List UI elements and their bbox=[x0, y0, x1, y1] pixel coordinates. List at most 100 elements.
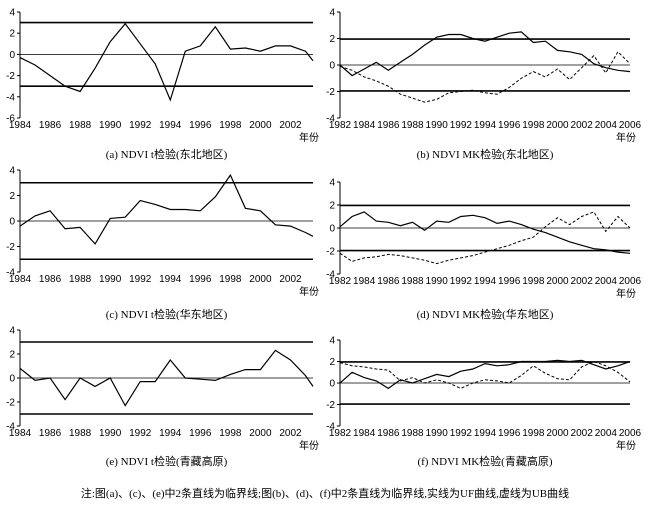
x-tick-label: 2000 bbox=[546, 276, 569, 287]
x-tick-label: 1986 bbox=[377, 276, 400, 287]
x-tick-label: 1992 bbox=[129, 120, 152, 131]
chart-caption: (a) NDVI t检验(东北地区) bbox=[106, 147, 228, 161]
x-tick-label: 1990 bbox=[426, 120, 449, 131]
chart-panel-5: -4 -2 0 2 4 1984 1986 1988 1990 1992 1994 1996 1998 2… bbox=[6, 326, 319, 469]
series-line-uf bbox=[19, 173, 314, 245]
x-tick-label: 1998 bbox=[522, 428, 545, 439]
x-tick-label: 1994 bbox=[159, 120, 182, 131]
y-tick-label: -2 bbox=[6, 242, 15, 253]
x-tick-label: 1982 bbox=[329, 428, 352, 439]
y-tick-label: 4 bbox=[329, 336, 335, 347]
x-tick-label: 1996 bbox=[498, 428, 521, 439]
x-tick-label: 1994 bbox=[474, 276, 497, 287]
series-line-ub bbox=[339, 50, 631, 103]
y-tick-label: -4 bbox=[326, 114, 335, 125]
x-tick-label: 1984 bbox=[353, 120, 376, 131]
y-tick-label: 0 bbox=[9, 217, 15, 228]
x-tick-label: 2002 bbox=[279, 120, 302, 131]
series-line-uf bbox=[19, 349, 314, 407]
y-tick-label: 2 bbox=[9, 350, 15, 361]
series-line-ub bbox=[339, 360, 631, 389]
y-tick-label: 0 bbox=[329, 224, 335, 235]
x-tick-label: 1988 bbox=[69, 120, 92, 131]
x-tick-label: 1992 bbox=[129, 428, 152, 439]
x-tick-label: 2004 bbox=[595, 120, 618, 131]
y-tick-label: -4 bbox=[6, 92, 15, 103]
y-tick-label: 2 bbox=[9, 191, 15, 202]
x-tick-label: 1982 bbox=[329, 120, 352, 131]
y-tick-label: -4 bbox=[6, 268, 15, 279]
x-tick-label: 1998 bbox=[219, 120, 242, 131]
x-tick-label: 1990 bbox=[426, 428, 449, 439]
x-tick-label: 1986 bbox=[39, 120, 62, 131]
x-tick-label: 1990 bbox=[99, 120, 122, 131]
y-tick-label: 0 bbox=[329, 379, 335, 390]
chart-panel-3: -4 -2 0 2 4 1984 1986 1988 1990 1992 1994 1996 1998 2… bbox=[6, 166, 319, 322]
chart-panel-2: -4 -2 0 2 4 1982 1984 1986 1988 1990 1992 1994 1996 1… bbox=[326, 8, 641, 162]
x-tick-label: 1994 bbox=[159, 428, 182, 439]
series-line-uf bbox=[339, 359, 631, 390]
y-tick-label: 4 bbox=[329, 178, 335, 189]
x-axis-label: 年份 bbox=[299, 285, 319, 298]
x-tick-label: 1992 bbox=[450, 276, 473, 287]
x-tick-label: 2004 bbox=[595, 276, 618, 287]
x-axis-label: 年份 bbox=[299, 439, 319, 452]
y-tick-label: 4 bbox=[329, 8, 335, 19]
y-tick-label: 0 bbox=[329, 61, 335, 72]
x-tick-label: 1998 bbox=[522, 276, 545, 287]
chart-caption: (c) NDVI t检验(华东地区) bbox=[106, 307, 228, 321]
y-tick-label: -2 bbox=[326, 400, 335, 411]
y-tick-label: 2 bbox=[9, 29, 15, 40]
chart-caption: (e) NDVI t检验(青藏高原) bbox=[106, 454, 228, 468]
x-tick-label: 1998 bbox=[219, 428, 242, 439]
chart-panel-4: -4 -2 0 2 4 1982 1984 1986 1988 1990 1992 1994 1996 1… bbox=[326, 178, 641, 322]
x-tick-label: 1998 bbox=[219, 274, 242, 285]
x-tick-label: 2000 bbox=[546, 428, 569, 439]
x-tick-label: 2000 bbox=[249, 428, 272, 439]
x-tick-label: 2002 bbox=[279, 274, 302, 285]
x-tick-label: 1984 bbox=[9, 274, 32, 285]
y-tick-label: -4 bbox=[326, 422, 335, 433]
x-tick-label: 1984 bbox=[9, 428, 32, 439]
series-line-uf bbox=[339, 211, 631, 254]
y-tick-label: -6 bbox=[6, 114, 15, 125]
x-tick-label: 1984 bbox=[353, 428, 376, 439]
x-axis-label: 年份 bbox=[616, 439, 636, 452]
x-tick-label: 2000 bbox=[546, 120, 569, 131]
y-tick-label: -2 bbox=[326, 87, 335, 98]
x-tick-label: 1998 bbox=[522, 120, 545, 131]
x-tick-label: 2000 bbox=[249, 274, 272, 285]
y-tick-label: -4 bbox=[6, 422, 15, 433]
y-tick-label: 2 bbox=[329, 357, 335, 368]
chart-caption: (f) NDVI MK检验(青藏高原) bbox=[417, 454, 552, 468]
x-tick-label: 1986 bbox=[377, 428, 400, 439]
x-tick-label: 1996 bbox=[189, 274, 212, 285]
x-tick-label: 1996 bbox=[189, 428, 212, 439]
chart-panel-6: -4 -2 0 2 4 1982 1984 1986 1988 1990 1992 1994 1996 1… bbox=[326, 336, 641, 469]
x-tick-label: 1992 bbox=[450, 120, 473, 131]
x-axis-label: 年份 bbox=[299, 131, 319, 144]
y-tick-label: 4 bbox=[9, 8, 15, 19]
y-tick-label: -2 bbox=[326, 247, 335, 258]
y-tick-label: 2 bbox=[329, 34, 335, 45]
y-tick-label: -2 bbox=[6, 71, 15, 82]
x-tick-label: 1996 bbox=[189, 120, 212, 131]
x-tick-label: 2002 bbox=[571, 120, 594, 131]
figure-note: 注:图(a)、(c)、(e)中2条直线为临界线;图(b)、(d)、(f)中2条直… bbox=[81, 486, 569, 500]
x-tick-label: 1990 bbox=[426, 276, 449, 287]
x-tick-label: 1996 bbox=[498, 120, 521, 131]
x-tick-label: 2006 bbox=[619, 428, 642, 439]
x-tick-label: 1988 bbox=[69, 274, 92, 285]
y-tick-label: 0 bbox=[9, 374, 15, 385]
chart-panel-1: -6 -4 -2 0 2 4 1984 1986 1988 1990 1992 1994 1996 199… bbox=[6, 8, 319, 162]
x-tick-label: 1994 bbox=[474, 120, 497, 131]
x-tick-label: 2006 bbox=[619, 276, 642, 287]
x-tick-label: 2002 bbox=[571, 276, 594, 287]
x-tick-label: 1992 bbox=[450, 428, 473, 439]
x-tick-label: 1986 bbox=[39, 274, 62, 285]
y-tick-label: -2 bbox=[6, 398, 15, 409]
y-tick-label: 4 bbox=[9, 326, 15, 337]
x-tick-label: 1988 bbox=[401, 120, 424, 131]
x-tick-label: 1988 bbox=[69, 428, 92, 439]
